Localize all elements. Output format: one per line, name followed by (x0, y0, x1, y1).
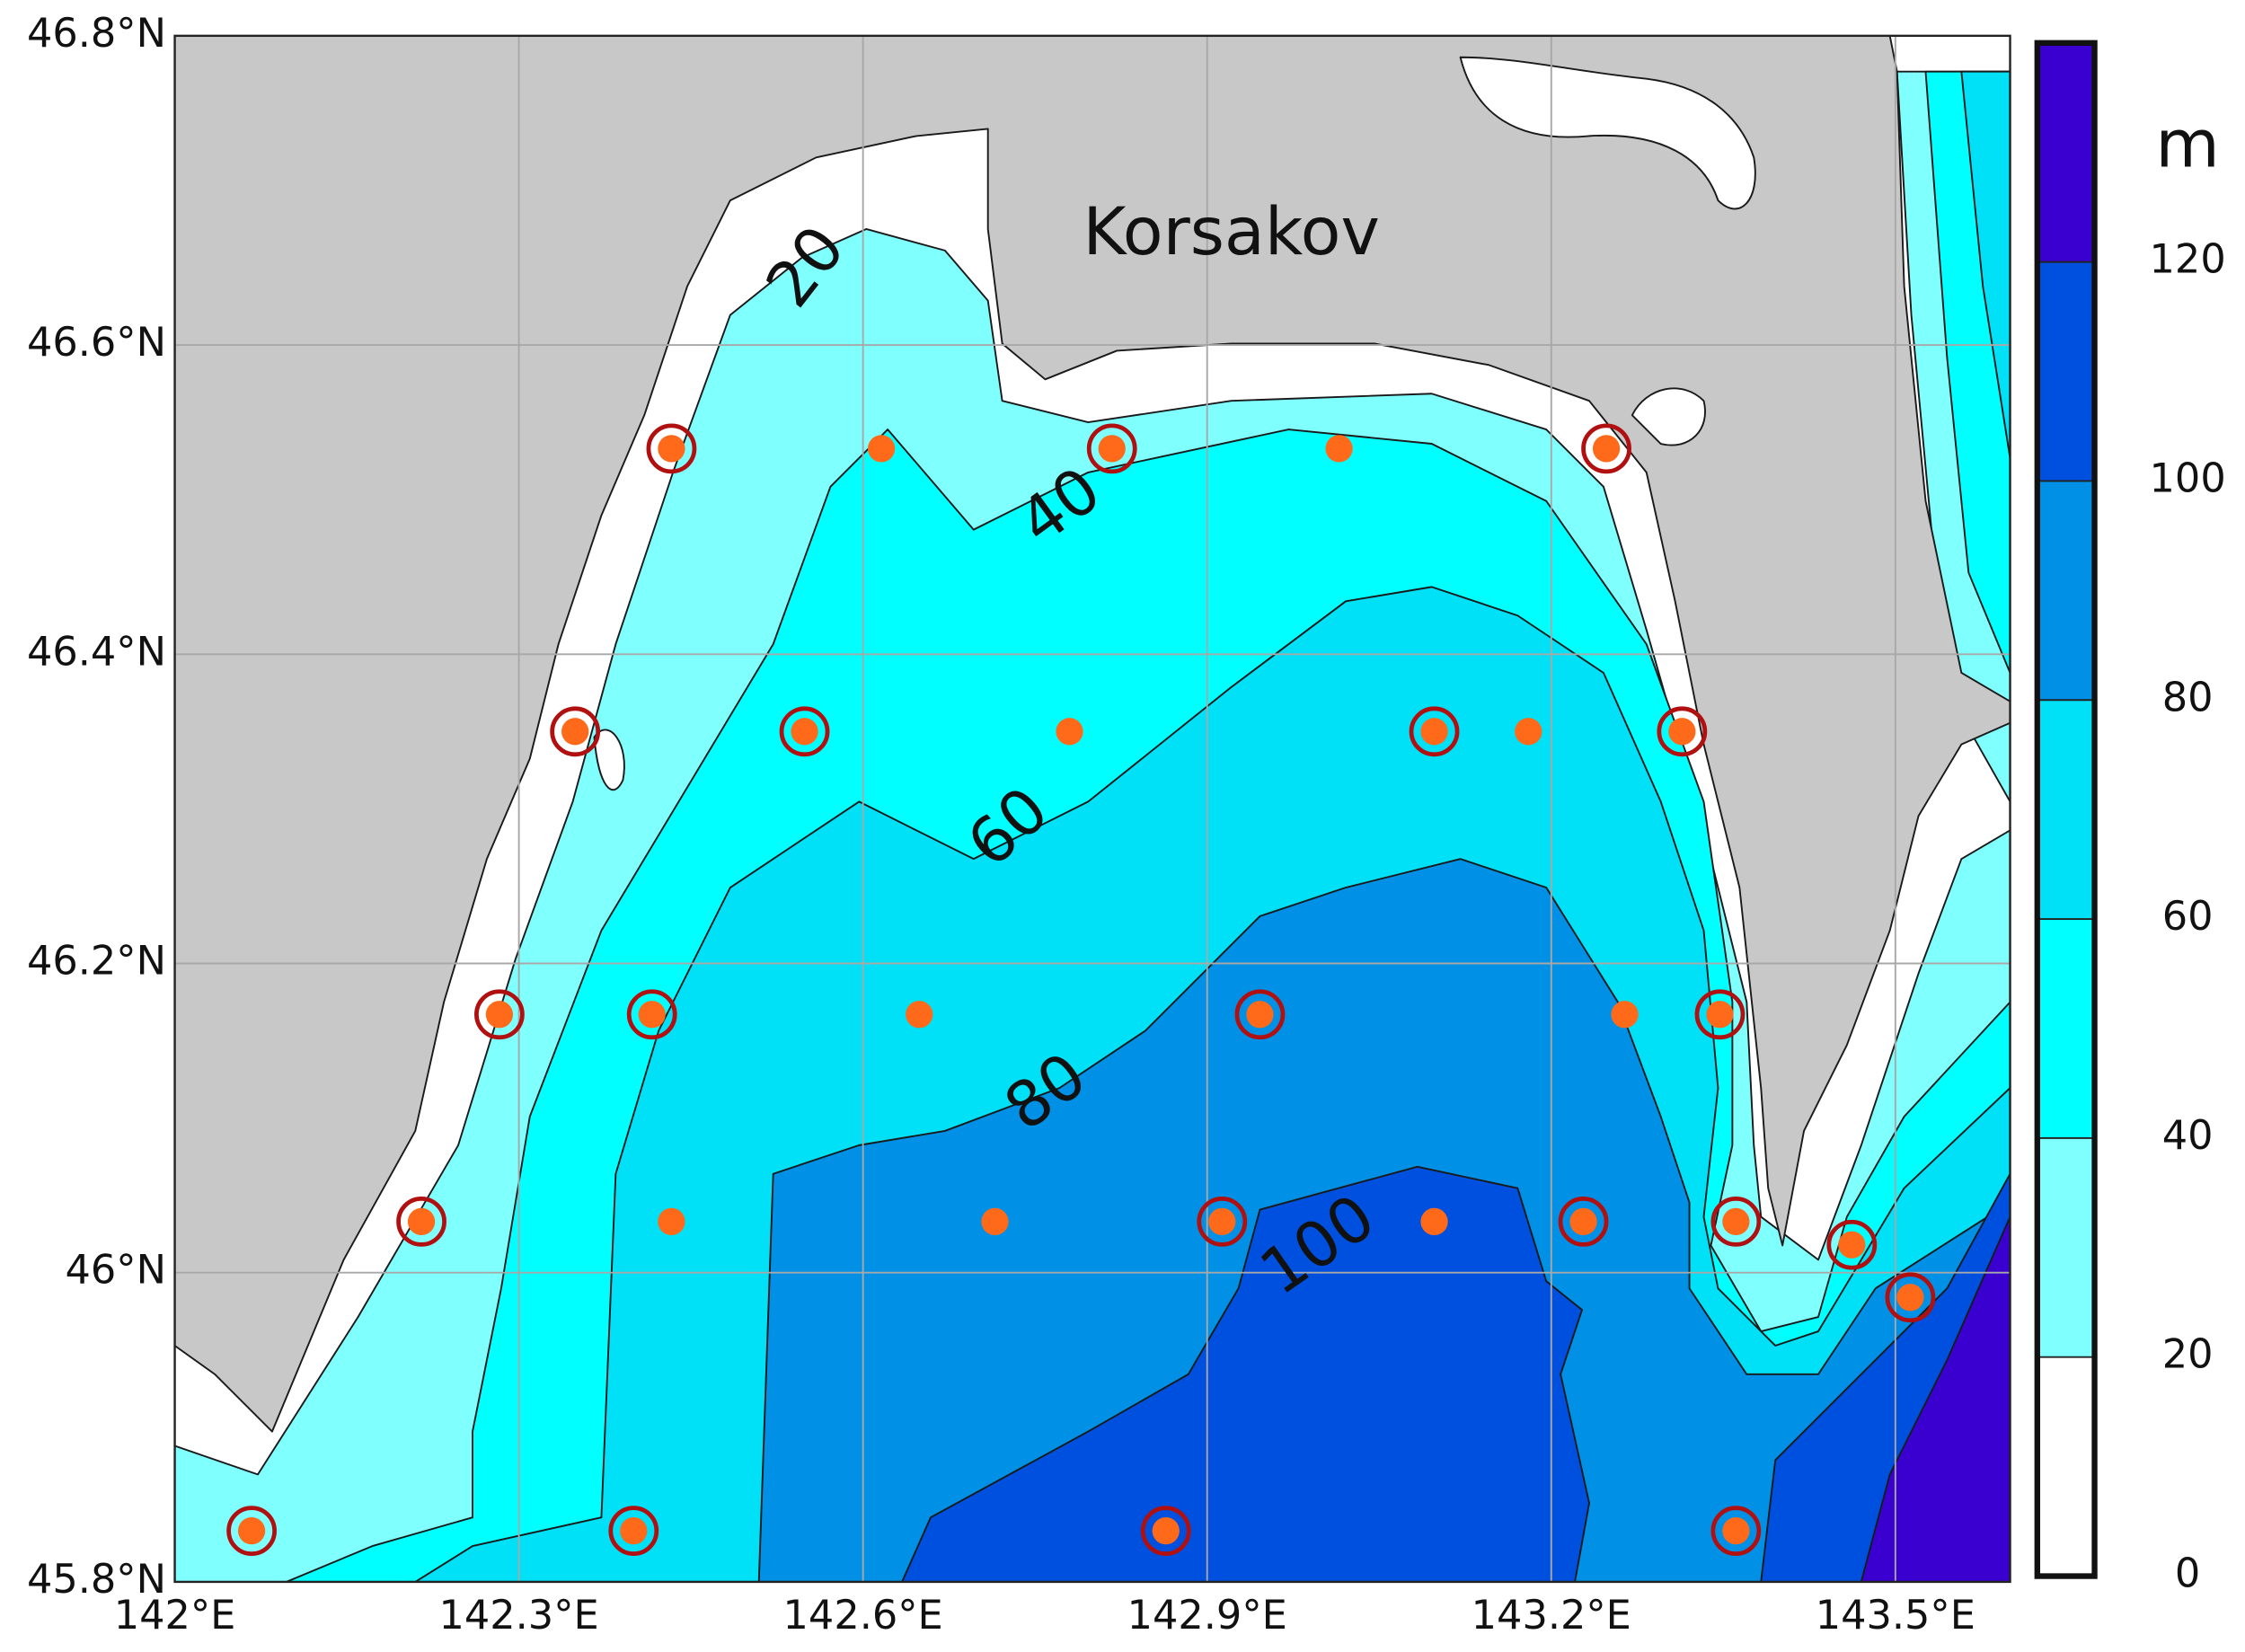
station (791, 718, 818, 746)
colorbar-band (2037, 42, 2095, 262)
station-ring (1710, 1197, 1762, 1247)
map-frame (173, 34, 2011, 1584)
station-ring (1657, 706, 1708, 757)
station (1098, 435, 1126, 463)
station-ring (1197, 1197, 1248, 1247)
station (1420, 718, 1448, 746)
station (867, 435, 896, 463)
station (638, 1001, 666, 1029)
colorbar-band (2037, 700, 2095, 920)
colorbar-tick-label: 20 (2162, 1331, 2214, 1378)
y-tick-label: 46°N (66, 1247, 166, 1294)
station-ring (474, 989, 525, 1040)
station (561, 718, 589, 746)
colorbar-tick-label: 40 (2162, 1112, 2214, 1159)
station (237, 1516, 266, 1545)
colorbar-tick-label: 60 (2162, 893, 2214, 940)
station (620, 1516, 648, 1545)
station-ring (1885, 1272, 1936, 1323)
colorbar-band (2037, 1356, 2095, 1577)
x-tick-label: 142.6°E (783, 1592, 943, 1639)
station-ring (626, 989, 677, 1040)
station-ring (1694, 989, 1746, 1040)
station-ring (779, 706, 830, 757)
colorbar-band (2037, 1137, 2095, 1357)
station-ring (1826, 1219, 1878, 1270)
lagoon (1631, 387, 1706, 446)
x-tick-label: 143.2°E (1472, 1592, 1631, 1639)
station (407, 1207, 436, 1236)
station-ring (1086, 423, 1137, 474)
y-tick-label: 45.8°N (27, 1556, 166, 1603)
station-ring (226, 1506, 277, 1557)
y-tick-label: 46.4°N (27, 628, 166, 675)
station-ring (1710, 1506, 1762, 1557)
station (1569, 1207, 1597, 1236)
station (1838, 1231, 1866, 1259)
station (1420, 1207, 1448, 1236)
station (1325, 435, 1353, 463)
station (906, 1001, 933, 1029)
station (1152, 1516, 1180, 1545)
station (1722, 1207, 1750, 1236)
colorbar-band (2037, 481, 2095, 701)
station-ring (396, 1197, 446, 1247)
depth-band (901, 1165, 1590, 1582)
station-ring (608, 1506, 659, 1557)
station (658, 435, 685, 463)
axes: 142°E 142.3°E 142.6°E 142.9°E 143.2°E 143.5°E… (27, 10, 1975, 1639)
colorbar-frame (2034, 40, 2098, 1579)
x-tick-label: 142°E (114, 1592, 236, 1639)
place-label: Korsakov (1083, 194, 1380, 270)
colorbar-tick-label: 0 (2175, 1550, 2200, 1597)
station (1592, 435, 1621, 463)
station (1611, 1001, 1639, 1029)
station (1706, 1001, 1734, 1029)
x-tick-label: 142.3°E (439, 1592, 599, 1639)
x-tick-label: 143.5°E (1816, 1592, 1975, 1639)
station (1246, 1001, 1274, 1029)
colorbar: 0 20 40 60 80 100 120 (2034, 40, 2226, 1597)
colorbar-band (2037, 919, 2095, 1138)
station-ring (1409, 706, 1460, 757)
depth-band (1960, 70, 2011, 459)
station (1056, 718, 1083, 746)
stations (226, 423, 1936, 1557)
colorbar-band (2037, 261, 2095, 481)
station-ring (1140, 1506, 1191, 1557)
depth-band (1860, 1215, 2011, 1582)
station (1515, 718, 1542, 746)
station-ring (1581, 423, 1631, 474)
station (1668, 718, 1696, 746)
station-ring (646, 423, 697, 474)
lagoon (1459, 56, 1756, 210)
y-tick-label: 46.8°N (27, 10, 166, 57)
y-tick-label: 46.6°N (27, 319, 166, 366)
station (658, 1207, 685, 1236)
lagoon (593, 729, 625, 791)
colorbar-unit: m (2155, 107, 2219, 183)
grid (174, 35, 2011, 1582)
colorbar-tick-label: 80 (2162, 674, 2214, 720)
colorbar-tick-label: 120 (2150, 236, 2226, 283)
station (1208, 1207, 1236, 1236)
station-ring (1234, 989, 1286, 1040)
colorbar-tick-label: 100 (2150, 455, 2226, 501)
x-tick-label: 142.9°E (1127, 1592, 1287, 1639)
station (1896, 1284, 1924, 1312)
station-ring (550, 706, 601, 757)
station (981, 1207, 1009, 1236)
station-ring (1558, 1197, 1609, 1247)
station (1722, 1516, 1750, 1545)
station (485, 1001, 514, 1029)
y-tick-label: 46.2°N (27, 937, 166, 984)
